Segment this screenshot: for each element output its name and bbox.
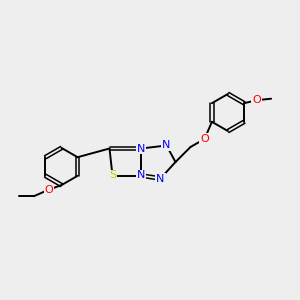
Text: N: N	[162, 140, 171, 151]
Text: O: O	[252, 95, 261, 105]
Text: N: N	[137, 143, 145, 154]
Text: S: S	[109, 170, 116, 181]
Text: N: N	[137, 170, 145, 181]
Text: N: N	[156, 173, 165, 184]
Text: O: O	[44, 184, 53, 195]
Text: O: O	[200, 134, 209, 144]
